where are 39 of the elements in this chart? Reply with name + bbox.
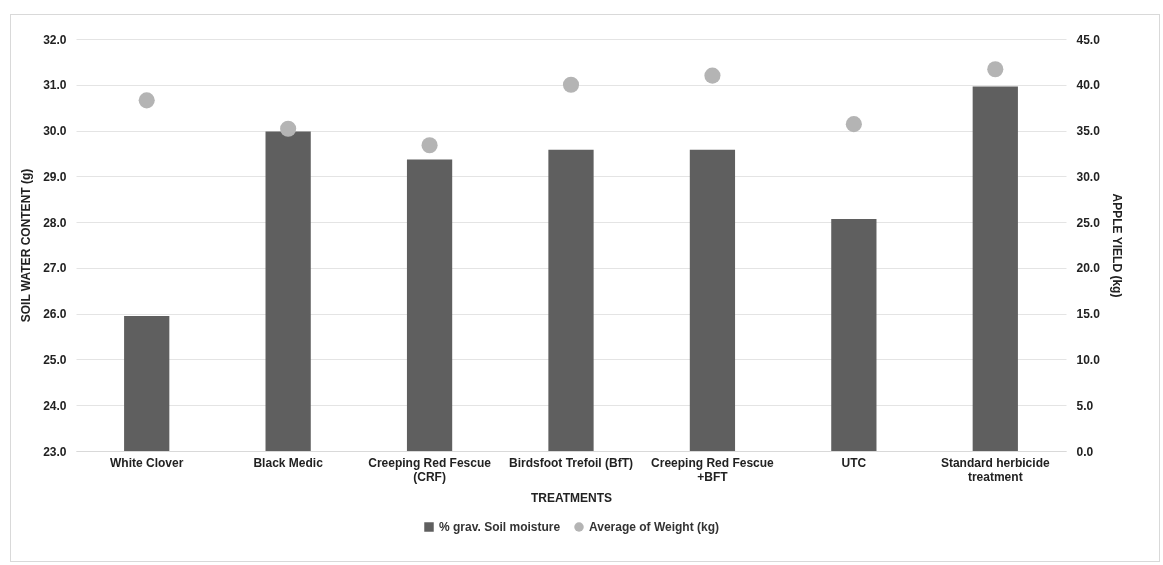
y2-tick-label: 5.0 xyxy=(1076,398,1094,413)
y-tick-label: 23.0 xyxy=(43,444,67,459)
y2-tick-label: 25.0 xyxy=(1076,215,1101,230)
y-tick-label: 28.0 xyxy=(43,215,67,230)
point xyxy=(280,120,297,137)
y2-tick-label: 30.0 xyxy=(1076,169,1101,184)
point xyxy=(421,137,438,154)
x-axis-title: TREATMENTS xyxy=(530,490,613,505)
y-tick-label: 31.0 xyxy=(43,78,67,93)
point xyxy=(138,92,155,109)
y2-axis-title: APPLE YIELD (kg) xyxy=(1109,193,1124,298)
x-tick-label: UTC xyxy=(841,455,867,470)
y-tick-label: 24.0 xyxy=(43,398,67,413)
y-tick-label: 32.0 xyxy=(43,32,67,47)
y2-tick-label: 15.0 xyxy=(1076,307,1101,322)
point xyxy=(562,76,580,93)
point xyxy=(845,116,862,133)
point xyxy=(704,67,721,84)
y2-tick-label: 0.0 xyxy=(1076,444,1094,459)
legend-label: Average of Weight (kg) xyxy=(589,520,720,534)
x-tick-label: Creeping Red Fescue +BFT xyxy=(651,455,775,484)
y2-tick-label: 45.0 xyxy=(1076,32,1101,47)
y-tick-label: 26.0 xyxy=(43,307,67,322)
x-tick-label: White Clover xyxy=(110,455,184,470)
legend-label: % grav. Soil moisture xyxy=(439,520,561,534)
y2-tick-label: 35.0 xyxy=(1076,124,1101,139)
y-tick-label: 27.0 xyxy=(43,261,67,276)
y-tick-label: 30.0 xyxy=(43,124,67,139)
x-tick-label: Standard herbicide treatment xyxy=(940,455,1050,484)
y-axis-title: SOIL WATER CONTENT (g) xyxy=(19,168,34,323)
y-tick-label: 25.0 xyxy=(43,352,67,367)
y2-tick-label: 40.0 xyxy=(1076,78,1101,93)
y-tick-label: 29.0 xyxy=(43,169,67,184)
x-tick-label: Creeping Red Fescue (CRF) xyxy=(368,455,492,484)
point xyxy=(987,61,1004,78)
y2-tick-label: 10.0 xyxy=(1076,352,1101,367)
x-tick-label: Black Medic xyxy=(253,455,324,470)
x-tick-label: Birdsfoot Trefoil (BfT) xyxy=(509,455,633,470)
y2-tick-label: 20.0 xyxy=(1076,261,1101,276)
